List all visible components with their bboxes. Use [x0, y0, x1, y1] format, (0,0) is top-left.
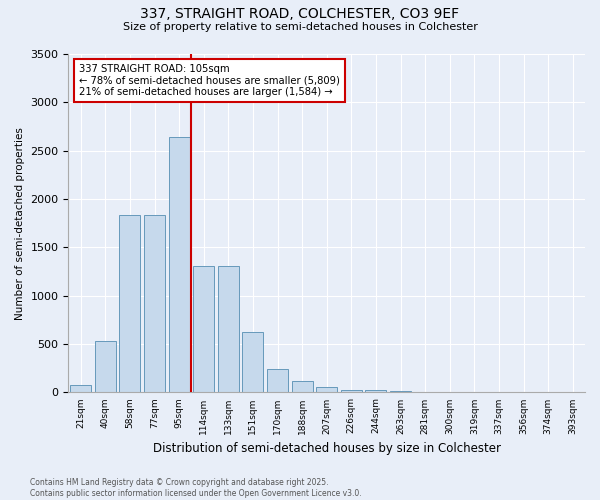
Bar	[242, 332, 263, 392]
Bar	[316, 387, 337, 392]
Bar	[292, 381, 313, 392]
Bar	[119, 214, 140, 392]
Bar	[70, 385, 91, 392]
Bar	[218, 266, 239, 392]
Bar	[169, 137, 190, 392]
Y-axis label: Number of semi-detached properties: Number of semi-detached properties	[15, 127, 25, 320]
X-axis label: Distribution of semi-detached houses by size in Colchester: Distribution of semi-detached houses by …	[153, 442, 501, 455]
Bar	[95, 341, 116, 392]
Text: Contains HM Land Registry data © Crown copyright and database right 2025.
Contai: Contains HM Land Registry data © Crown c…	[30, 478, 362, 498]
Bar	[267, 368, 288, 392]
Text: 337, STRAIGHT ROAD, COLCHESTER, CO3 9EF: 337, STRAIGHT ROAD, COLCHESTER, CO3 9EF	[140, 8, 460, 22]
Bar	[341, 390, 362, 392]
Bar	[144, 214, 165, 392]
Text: 337 STRAIGHT ROAD: 105sqm
← 78% of semi-detached houses are smaller (5,809)
21% : 337 STRAIGHT ROAD: 105sqm ← 78% of semi-…	[79, 64, 340, 98]
Text: Size of property relative to semi-detached houses in Colchester: Size of property relative to semi-detach…	[122, 22, 478, 32]
Bar	[193, 266, 214, 392]
Bar	[365, 390, 386, 392]
